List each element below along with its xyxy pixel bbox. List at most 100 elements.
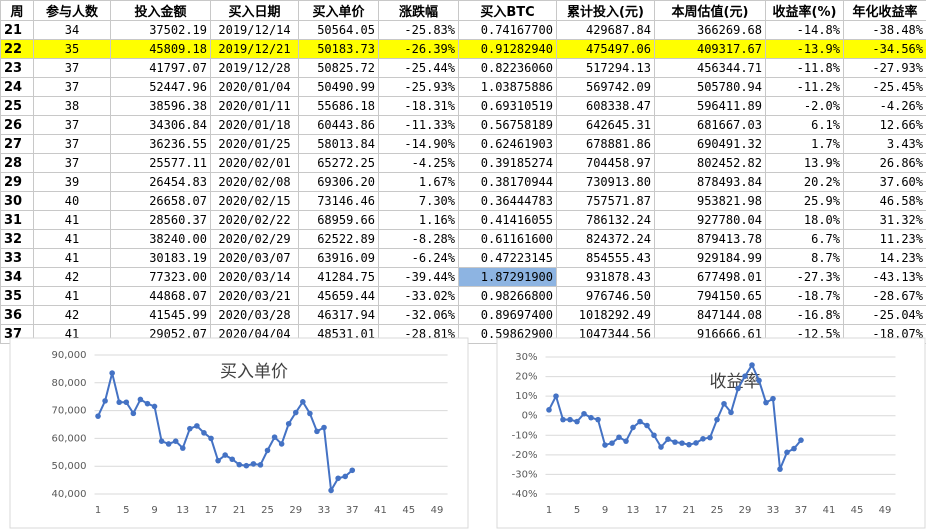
marker: [144, 400, 151, 407]
marker: [735, 385, 741, 392]
table-cell: 2019/12/14: [210, 20, 299, 40]
marker: [208, 435, 214, 442]
table-cell: -18.7%: [765, 286, 844, 306]
table-cell: 22: [0, 39, 34, 59]
x-tick-label: 37: [346, 505, 359, 516]
table-cell: -18.31%: [378, 96, 459, 116]
y-tick-label: -20%: [512, 450, 538, 461]
table-cell: 1.67%: [378, 172, 459, 192]
marker: [581, 410, 587, 417]
marker: [172, 438, 179, 444]
y-tick-label: 10%: [515, 391, 537, 402]
x-tick-label: 49: [879, 505, 892, 516]
table-cell: -28.67%: [843, 286, 926, 306]
marker: [574, 418, 580, 425]
marker: [693, 440, 699, 446]
table-cell: 35: [0, 286, 34, 306]
table-cell: 36: [0, 305, 34, 325]
marker: [229, 456, 236, 463]
table-cell: 0.91282940: [458, 39, 557, 59]
x-tick-label: 5: [123, 505, 129, 516]
table-cell: -14.8%: [765, 20, 844, 40]
marker: [595, 416, 601, 423]
table-cell: 475497.06: [556, 39, 655, 59]
marker: [257, 462, 264, 468]
table-row: 30 40 26658.07 2020/02/15 73146.46 7.30% 0.364…: [0, 191, 926, 211]
marker: [784, 449, 790, 456]
marker: [623, 438, 629, 444]
table-cell: 35: [33, 39, 111, 59]
x-tick-label: 25: [711, 505, 724, 516]
table-cell: 878493.84: [654, 172, 766, 192]
table-row: 34 42 77323.00 2020/03/14 41284.75 -39.44% 1.8…: [0, 267, 926, 287]
table-row: 27 37 36236.55 2020/01/25 58013.84 -14.90% 0.6…: [0, 134, 926, 154]
x-tick-label: 9: [602, 505, 608, 516]
marker: [349, 467, 356, 474]
marker: [560, 416, 566, 423]
y-tick-label: 90,000: [52, 350, 87, 361]
table-cell: -13.9%: [765, 39, 844, 59]
marker: [777, 466, 783, 472]
table-row: 32 41 38240.00 2020/02/29 62522.89 -8.28% 0.61…: [0, 229, 926, 249]
chart-title: 买入单价: [220, 362, 288, 382]
marker: [770, 395, 776, 402]
marker: [686, 441, 692, 448]
table-row: 21 34 37502.19 2019/12/14 50564.05 -25.83% 0.7…: [0, 20, 926, 40]
table-cell: 34: [33, 20, 111, 40]
marker: [116, 399, 123, 406]
table-cell: 2019/12/28: [210, 58, 299, 78]
table-cell: 26454.83: [110, 172, 211, 192]
header-cell: 买入单价: [298, 0, 379, 21]
table-cell: 976746.50: [556, 286, 655, 306]
y-tick-label: -30%: [512, 469, 538, 480]
table-cell: 50183.73: [298, 39, 379, 59]
marker: [602, 442, 608, 448]
table-cell: 38596.38: [110, 96, 211, 116]
table-cell: 42: [33, 305, 111, 325]
marker: [742, 373, 748, 379]
marker: [616, 434, 622, 441]
table-cell: 1.03875886: [458, 77, 557, 97]
marker: [321, 424, 327, 431]
x-tick-label: 17: [205, 505, 218, 516]
marker: [588, 414, 594, 421]
x-tick-label: 25: [261, 505, 274, 516]
table-cell: 678881.86: [556, 134, 655, 154]
marker: [222, 452, 228, 458]
table-cell: 46.58%: [843, 191, 926, 211]
y-tick-label: -10%: [512, 430, 538, 441]
table-cell: 2020/01/18: [210, 115, 299, 135]
table-cell: 2020/03/28: [210, 305, 299, 325]
table-cell: 58013.84: [298, 134, 379, 154]
table-cell: 45809.18: [110, 39, 211, 59]
marker: [307, 410, 313, 417]
marker: [109, 370, 115, 376]
x-tick-label: 17: [655, 505, 668, 516]
marker: [158, 438, 165, 444]
x-tick-label: 41: [823, 505, 836, 516]
table-cell: 456344.71: [654, 58, 766, 78]
marker: [791, 445, 797, 452]
y-tick-label: 60,000: [52, 433, 87, 444]
table-cell: 45659.44: [298, 286, 379, 306]
table-cell: -33.02%: [378, 286, 459, 306]
table-cell: -43.13%: [843, 267, 926, 287]
table-row: 31 41 28560.37 2020/02/22 68959.66 1.16% 0.414…: [0, 210, 926, 230]
marker: [250, 461, 257, 467]
x-tick-label: 33: [318, 505, 331, 516]
table-cell: 50825.72: [298, 58, 379, 78]
table-cell: 8.7%: [765, 248, 844, 268]
marker: [335, 475, 341, 482]
table-cell: -26.39%: [378, 39, 459, 59]
marker: [553, 393, 559, 399]
marker: [236, 461, 243, 468]
table-cell: 37502.19: [110, 20, 211, 40]
table-cell: 50564.05: [298, 20, 379, 40]
table-cell: -6.24%: [378, 248, 459, 268]
table-cell: 2019/12/21: [210, 39, 299, 59]
y-tick-label: 50,000: [52, 461, 87, 472]
marker: [130, 410, 137, 417]
marker: [264, 447, 271, 454]
table-cell: 2020/01/25: [210, 134, 299, 154]
